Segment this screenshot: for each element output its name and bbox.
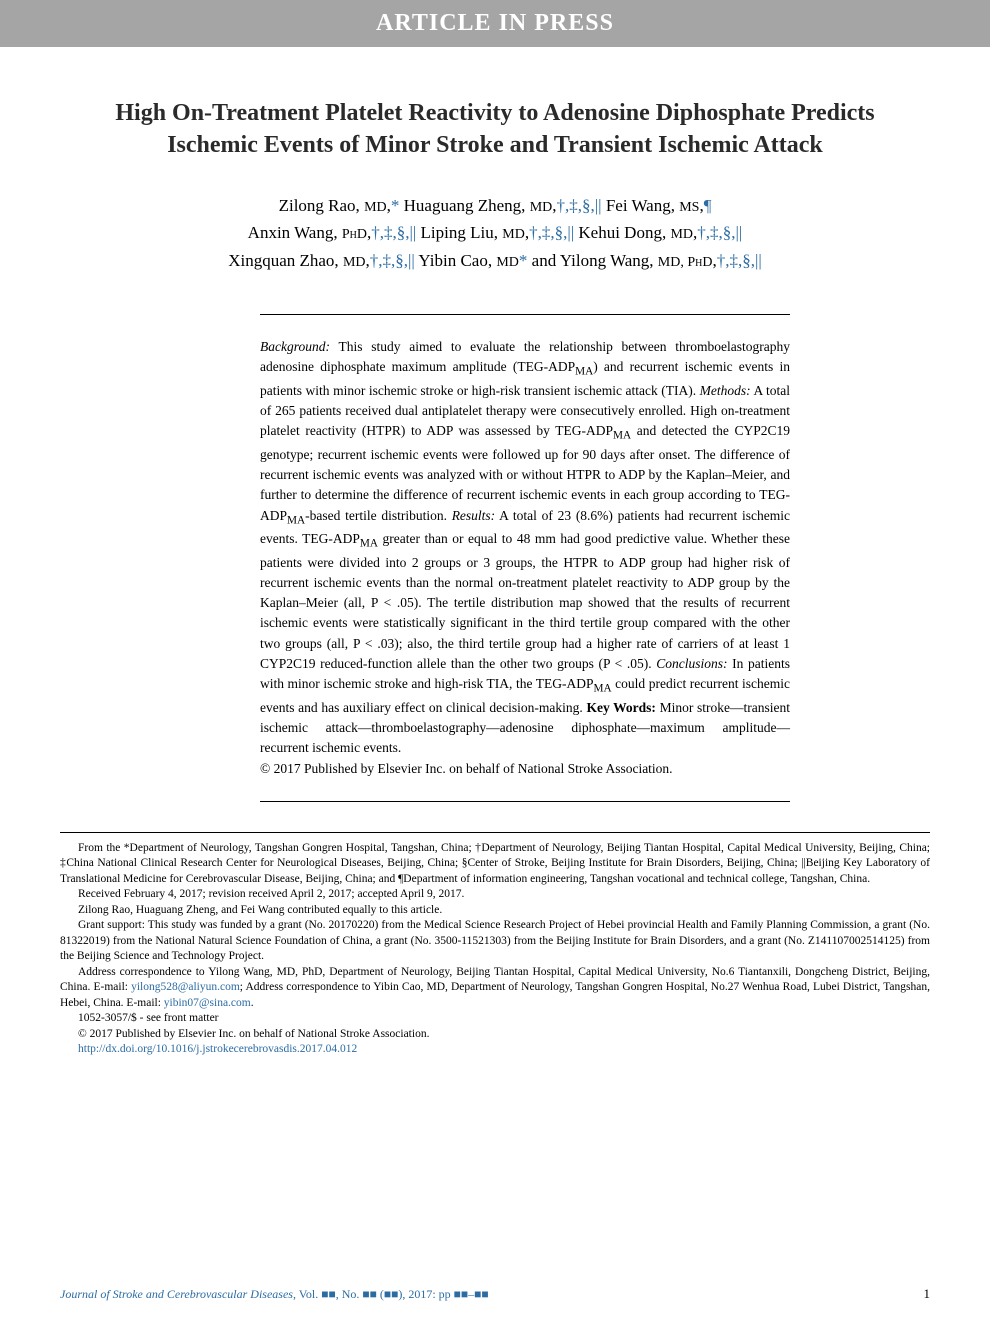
journal-citation: Journal of Stroke and Cerebrovascular Di…: [60, 1287, 930, 1302]
methods-text-3: -based tertile distribution.: [305, 508, 452, 523]
article-title: High On-Treatment Platelet Reactivity to…: [100, 97, 890, 162]
abstract-container: Background: This study aimed to evaluate…: [260, 314, 790, 802]
issn-footnote: 1052-3057/$ - see front matter: [60, 1011, 930, 1027]
subscript-ma: MA: [360, 538, 378, 550]
conclusions-label: Conclusions:: [656, 656, 727, 671]
subscript-ma: MA: [613, 430, 631, 442]
journal-name: Journal of Stroke and Cerebrovascular Di…: [60, 1287, 293, 1301]
received-footnote: Received February 4, 2017; revision rece…: [60, 887, 930, 903]
doi-footnote: http://dx.doi.org/10.1016/j.jstrokecereb…: [60, 1042, 930, 1058]
subscript-ma: MA: [575, 366, 593, 378]
results-label: Results:: [452, 508, 496, 523]
footnotes-block: From the *Department of Neurology, Tangs…: [60, 832, 930, 1058]
title-block: High On-Treatment Platelet Reactivity to…: [100, 97, 890, 162]
correspondence-post: .: [251, 997, 254, 1009]
email-link-2[interactable]: yibin07@sina.com: [164, 997, 251, 1009]
abstract-copyright: © 2017 Published by Elsevier Inc. on beh…: [260, 761, 673, 776]
author-list: Zilong Rao, MD,* Huaguang Zheng, MD,†,‡,…: [80, 192, 910, 274]
email-link-1[interactable]: yilong528@aliyun.com: [131, 981, 240, 993]
copyright-footnote: © 2017 Published by Elsevier Inc. on beh…: [60, 1027, 930, 1043]
affiliations-footnote: From the *Department of Neurology, Tangs…: [60, 841, 930, 888]
subscript-ma: MA: [287, 514, 305, 526]
background-label: Background:: [260, 339, 330, 354]
abstract-text: Background: This study aimed to evaluate…: [260, 337, 790, 779]
correspondence-footnote: Address correspondence to Yilong Wang, M…: [60, 965, 930, 1012]
article-in-press-banner: ARTICLE IN PRESS: [0, 0, 990, 47]
methods-label: Methods:: [700, 383, 751, 398]
subscript-ma: MA: [593, 683, 611, 695]
page-number: 1: [924, 1286, 931, 1302]
journal-rest: , Vol. ■■, No. ■■ (■■), 2017: pp ■■–■■: [293, 1287, 489, 1301]
results-text-2: greater than or equal to 48 mm had good …: [260, 531, 790, 671]
keywords-label: Key Words:: [586, 700, 655, 715]
grant-footnote: Grant support: This study was funded by …: [60, 918, 930, 965]
equal-contribution-footnote: Zilong Rao, Huaguang Zheng, and Fei Wang…: [60, 903, 930, 919]
doi-link[interactable]: http://dx.doi.org/10.1016/j.jstrokecereb…: [78, 1043, 357, 1055]
